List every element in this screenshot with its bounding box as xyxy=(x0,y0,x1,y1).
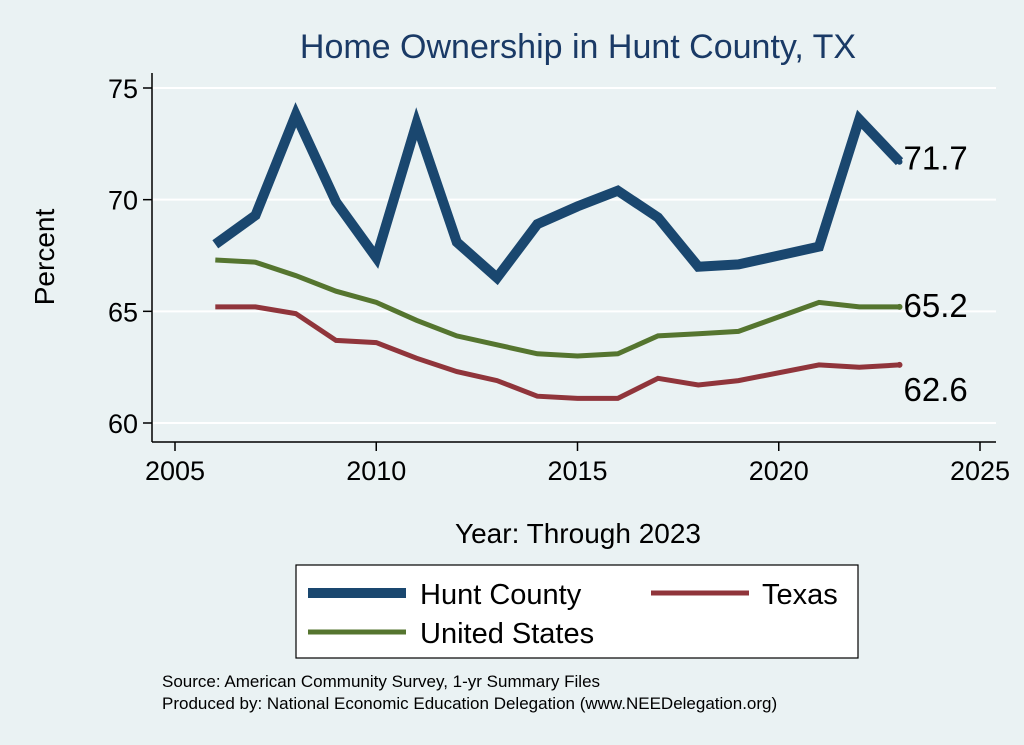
series-line-texas xyxy=(215,304,900,401)
source-note: Source: American Community Survey, 1-yr … xyxy=(162,672,600,691)
legend-label-texas: Texas xyxy=(762,579,838,611)
x-tick-label-2005: 2005 xyxy=(145,456,205,486)
y-axis-ticks: 60 65 70 75 xyxy=(108,74,152,439)
y-tick-label-70: 70 xyxy=(108,186,138,216)
y-tick-label-65: 65 xyxy=(108,297,138,327)
legend-label-united-states: United States xyxy=(420,618,594,650)
x-tick-label-2020: 2020 xyxy=(749,456,809,486)
end-label-united-states: 65.2 xyxy=(904,287,968,324)
end-point-texas xyxy=(896,361,903,368)
series-line-united-states xyxy=(215,257,900,359)
x-axis-title: Year: Through 2023 xyxy=(455,518,701,549)
series-line-hunt-county xyxy=(212,102,904,286)
x-tick-label-2010: 2010 xyxy=(346,456,406,486)
end-label-texas: 62.6 xyxy=(904,371,968,408)
y-tick-label-60: 60 xyxy=(108,409,138,439)
end-point-hunt-county xyxy=(896,158,903,165)
series-lines xyxy=(212,102,904,401)
series-end-labels: 62.6 65.2 71.7 xyxy=(904,140,968,408)
x-tick-label-2025: 2025 xyxy=(950,456,1010,486)
producer-note: Produced by: National Economic Education… xyxy=(162,694,777,713)
end-label-hunt-county: 71.7 xyxy=(904,140,968,177)
legend-label-hunt-county: Hunt County xyxy=(420,579,582,611)
end-point-united-states xyxy=(896,303,903,310)
chart-title: Home Ownership in Hunt County, TX xyxy=(300,28,856,66)
x-tick-label-2015: 2015 xyxy=(547,456,607,486)
legend: Hunt County Texas United States xyxy=(295,564,859,659)
x-axis-ticks: 2005 2010 2015 2020 2025 xyxy=(145,442,1010,486)
legend-box xyxy=(295,564,859,659)
y-tick-label-75: 75 xyxy=(108,74,138,104)
y-axis-title: Percent xyxy=(29,209,60,306)
